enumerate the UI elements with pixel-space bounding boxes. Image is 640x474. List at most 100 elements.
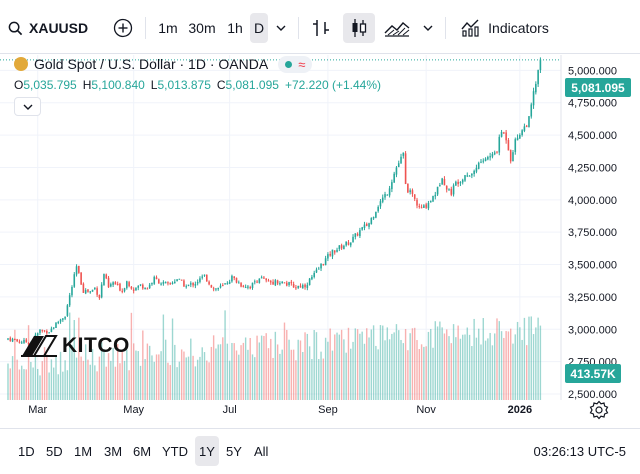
range-ytd[interactable]: YTD	[162, 443, 188, 459]
open-value: 5,035.795	[23, 78, 77, 92]
time-axis[interactable]: Mar May Jul Sep Nov 2026	[28, 404, 532, 416]
volume-bar	[409, 333, 411, 400]
volume-bar	[272, 357, 274, 400]
market-status-pill[interactable]: ≈	[278, 55, 313, 73]
volume-bar	[226, 343, 229, 400]
candle-body	[500, 132, 503, 137]
volume-bar	[320, 351, 322, 400]
indicators-label: Indicators	[488, 20, 549, 36]
candle-body	[292, 283, 295, 288]
candle-body	[233, 276, 236, 279]
ohlc-values: O5,035.795 H5,100.840 L5,013.875 C5,081.…	[14, 78, 381, 92]
candle-body	[432, 195, 434, 202]
candles-chart-style-button[interactable]	[343, 13, 375, 43]
volume-bar	[498, 321, 500, 400]
candle-body	[107, 277, 110, 288]
range-5d[interactable]: 5D	[46, 443, 63, 459]
chevron-down-icon	[23, 104, 32, 110]
candle-body	[377, 206, 379, 212]
volume-bar	[39, 375, 41, 400]
volume-bar	[338, 334, 341, 400]
price-axis[interactable]: 5,250.0005,000.0004,750.0004,500.0004,25…	[568, 55, 617, 401]
interval-1h[interactable]: 1h	[227, 20, 243, 36]
interval-dropdown-button[interactable]	[271, 13, 291, 43]
candle-body	[80, 272, 82, 285]
candle-body	[87, 289, 89, 292]
candle-body	[105, 274, 108, 279]
volume-bar	[130, 312, 133, 400]
price-tick-label: 5,000.000	[568, 65, 617, 77]
area-chart-style-button[interactable]	[381, 13, 413, 43]
volume-bar	[510, 328, 512, 400]
volume-bar	[432, 347, 434, 400]
bar-chart-style-button[interactable]	[307, 13, 335, 43]
interval-d[interactable]: D	[250, 13, 268, 43]
toolbar-divider	[445, 17, 446, 39]
volume-bar	[89, 364, 91, 400]
candle-body	[336, 249, 338, 252]
compare-symbol-button[interactable]	[110, 13, 136, 43]
volume-bar	[439, 321, 441, 400]
volume-bar	[116, 343, 119, 400]
volume-bar	[414, 327, 416, 400]
candle-body	[14, 338, 16, 341]
volume-bar	[343, 339, 345, 400]
volume-bar	[132, 343, 135, 400]
candle-body	[407, 183, 409, 193]
time-tick-label: May	[123, 404, 144, 416]
candle-body	[46, 331, 48, 334]
last-price-badge: 5,081.095	[565, 78, 631, 97]
volume-bar	[537, 317, 539, 400]
candle-body	[235, 277, 238, 283]
volume-bar	[462, 334, 464, 400]
candle-body	[311, 276, 313, 280]
candle-body	[327, 254, 329, 259]
volume-bar	[71, 344, 73, 400]
range-5y[interactable]: 5Y	[226, 443, 242, 459]
candle-body	[199, 278, 201, 282]
volume-bar	[18, 369, 21, 400]
volume-bar	[256, 335, 258, 400]
candle-body	[20, 342, 23, 344]
candle-body	[402, 152, 405, 156]
volume-bar	[206, 360, 208, 400]
candle-body	[441, 178, 443, 185]
price-chart[interactable]: 5,250.0005,000.0004,750.0004,500.0004,25…	[0, 55, 640, 428]
volume-bar	[471, 346, 473, 400]
volume-bar	[395, 324, 398, 400]
volume-bar	[263, 335, 265, 400]
candle-body	[247, 286, 249, 288]
volume-bar	[393, 332, 395, 400]
candle-body	[370, 218, 373, 225]
candle-body	[301, 285, 304, 289]
symbol-search-button[interactable]: XAUUSD	[8, 13, 88, 43]
settings-icon[interactable]	[589, 400, 609, 420]
legend-collapse-button[interactable]	[14, 97, 41, 116]
range-1d[interactable]: 1D	[18, 443, 35, 459]
candle-body	[514, 139, 517, 152]
candle-body	[187, 284, 190, 286]
range-3m[interactable]: 3M	[104, 443, 123, 459]
candle-body	[190, 283, 192, 285]
volume-bar	[78, 317, 80, 400]
interval-30m[interactable]: 30m	[188, 20, 216, 36]
indicators-button[interactable]: Indicators	[454, 13, 556, 43]
volume-bar	[304, 332, 306, 400]
volume-bar	[281, 349, 283, 400]
range-6m[interactable]: 6M	[133, 443, 152, 459]
high-label: H	[82, 78, 92, 92]
chart-style-dropdown-button[interactable]	[418, 13, 438, 43]
volume-bar	[55, 355, 57, 400]
volume-bar	[167, 362, 169, 400]
candle-body	[114, 282, 117, 285]
interval-1m[interactable]: 1m	[158, 20, 178, 36]
range-1y[interactable]: 1Y	[195, 436, 219, 466]
candle-body	[279, 283, 281, 285]
range-1m[interactable]: 1M	[74, 443, 93, 459]
volume-bar	[521, 339, 523, 400]
range-all[interactable]: All	[254, 443, 269, 459]
clock-timezone[interactable]: 03:26:13 UTC-5	[533, 444, 627, 459]
candle-body	[210, 285, 213, 288]
volume-bar	[162, 314, 165, 400]
volume-bar	[308, 346, 311, 400]
